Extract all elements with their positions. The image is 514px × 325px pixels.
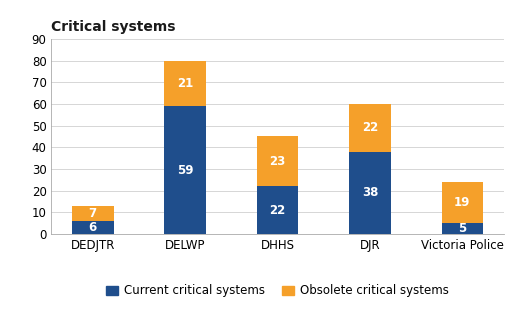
Text: 38: 38 <box>362 186 378 199</box>
Bar <box>442 182 483 223</box>
Text: 5: 5 <box>458 222 467 235</box>
Bar <box>164 61 206 106</box>
Bar <box>257 186 298 234</box>
Bar <box>257 136 298 186</box>
Bar <box>72 206 114 221</box>
Text: Critical systems: Critical systems <box>51 20 176 34</box>
Text: 22: 22 <box>269 204 286 217</box>
Text: 19: 19 <box>454 196 470 209</box>
Text: 22: 22 <box>362 121 378 134</box>
Text: 7: 7 <box>89 207 97 220</box>
Bar <box>72 221 114 234</box>
Legend: Current critical systems, Obsolete critical systems: Current critical systems, Obsolete criti… <box>101 280 454 302</box>
Text: 23: 23 <box>269 155 286 168</box>
Text: 6: 6 <box>88 221 97 234</box>
Bar <box>442 223 483 234</box>
Bar <box>164 106 206 234</box>
Bar <box>349 104 391 152</box>
Text: 21: 21 <box>177 77 193 90</box>
Text: 59: 59 <box>177 163 193 176</box>
Bar <box>349 152 391 234</box>
